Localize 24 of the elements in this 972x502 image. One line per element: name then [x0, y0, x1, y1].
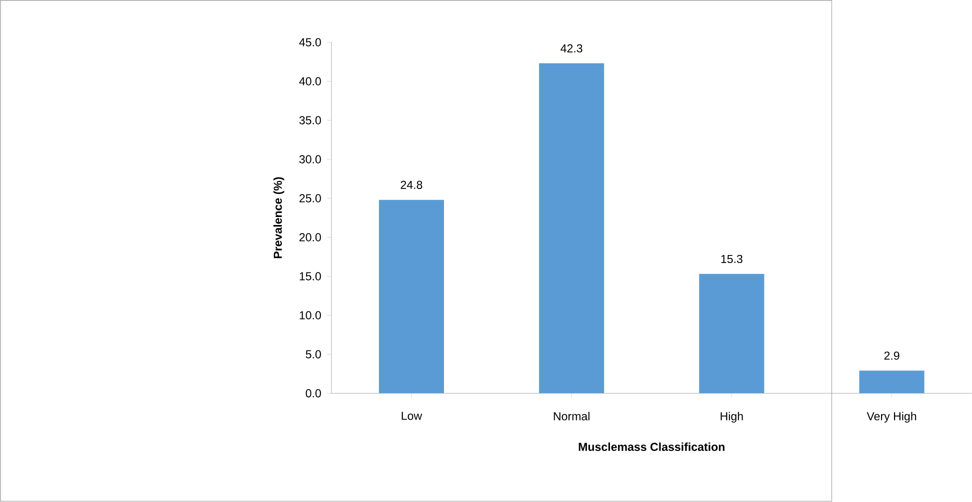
bar: [859, 370, 924, 394]
bar: [539, 63, 604, 394]
y-axis-title: Prevalence (%): [273, 177, 284, 258]
bar: [699, 274, 764, 394]
x-tick-label: High: [720, 412, 743, 423]
y-tick-label: 45.0: [299, 38, 321, 46]
y-tick-label: 15.0: [300, 272, 321, 280]
y-tick-label: 40.0: [299, 77, 321, 86]
bar: [378, 200, 444, 394]
y-tick-label: 30.0: [299, 155, 321, 164]
y-tick-label: 5.0: [306, 350, 321, 358]
data-label: 42.3: [560, 44, 582, 53]
data-label: 2.9: [884, 352, 900, 360]
x-tick-label: Normal: [554, 412, 590, 420]
y-tick-label: 10.0: [300, 311, 321, 320]
x-tick-label: Very High: [866, 412, 916, 423]
y-tick-label: 25.0: [299, 194, 321, 202]
y-tick-label: 35.0: [299, 116, 321, 124]
y-tick-label: 20.0: [299, 233, 321, 242]
data-label: 15.3: [721, 255, 742, 264]
x-axis-title: Musclemass Classification: [578, 442, 724, 452]
data-label: 24.8: [400, 180, 422, 190]
y-tick-label: 0.0: [306, 389, 321, 398]
x-tick-label: Low: [402, 412, 422, 420]
